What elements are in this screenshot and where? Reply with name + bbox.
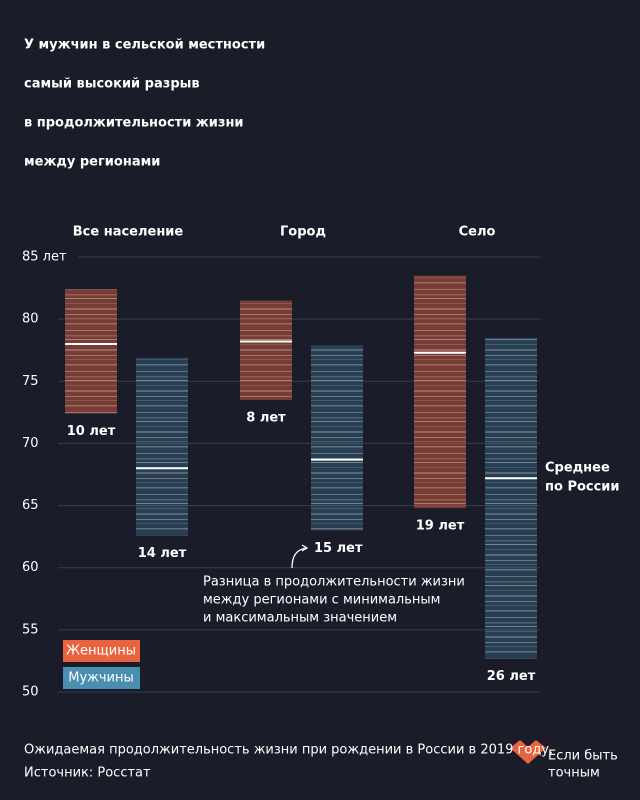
annotation-arrow-head xyxy=(301,544,309,552)
chart-title: между регионами xyxy=(24,155,160,170)
annotation: и максимальным значением xyxy=(203,611,397,626)
y-tick-label: 70 xyxy=(22,436,39,451)
gap-label: 14 лет xyxy=(138,546,187,561)
y-tick-label: 75 xyxy=(22,374,39,389)
bar-texture xyxy=(240,300,292,400)
marks xyxy=(65,275,537,659)
chart-title: У мужчин в сельской местности xyxy=(24,38,265,53)
group-title: Все население xyxy=(73,225,184,240)
logo-icon xyxy=(510,740,546,764)
note: Ожидаемая продолжительность жизни при ро… xyxy=(24,743,553,758)
bar-texture xyxy=(414,275,466,509)
chart-title: самый высокий разрыв xyxy=(24,77,200,92)
group-title: Город xyxy=(280,225,326,240)
bar-texture xyxy=(311,345,363,531)
legend-label: Женщины xyxy=(66,644,136,659)
y-tick-label: 50 xyxy=(22,685,39,700)
y-tick-label: 60 xyxy=(22,560,39,575)
annotation: Разница в продолжительности жизни xyxy=(203,575,465,590)
bar-texture xyxy=(65,289,117,414)
y-tick-label: 55 xyxy=(22,622,39,637)
mean-label: Среднее xyxy=(545,461,610,476)
annotation: между регионами с минимальным xyxy=(203,593,440,608)
legend-label: Мужчины xyxy=(68,671,134,686)
group-title: Село xyxy=(459,225,496,240)
logo-text: точным xyxy=(548,766,600,781)
bar-texture xyxy=(136,357,188,536)
gap-label: 26 лет xyxy=(487,669,536,684)
annotation-arrow xyxy=(291,547,307,569)
chart-title: в продолжительности жизни xyxy=(24,116,244,131)
y-tick-label: 85 лет xyxy=(22,250,67,265)
legend-swatch xyxy=(63,667,140,689)
gap-label: 8 лет xyxy=(246,410,286,425)
gap-label: 15 лет xyxy=(314,541,363,556)
gap-label: 10 лет xyxy=(67,424,116,439)
bar-texture xyxy=(485,337,537,659)
y-tick-label: 80 xyxy=(22,312,39,327)
mean-label: по России xyxy=(545,480,620,495)
grid xyxy=(58,256,540,693)
y-tick-label: 65 xyxy=(22,498,39,513)
source: Источник: Росстат xyxy=(24,766,151,781)
logo-text: Если быть xyxy=(548,749,618,764)
gap-label: 19 лет xyxy=(416,519,465,534)
legend-swatch xyxy=(63,640,140,662)
